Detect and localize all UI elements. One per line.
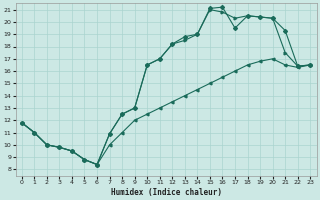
X-axis label: Humidex (Indice chaleur): Humidex (Indice chaleur) <box>110 188 221 197</box>
